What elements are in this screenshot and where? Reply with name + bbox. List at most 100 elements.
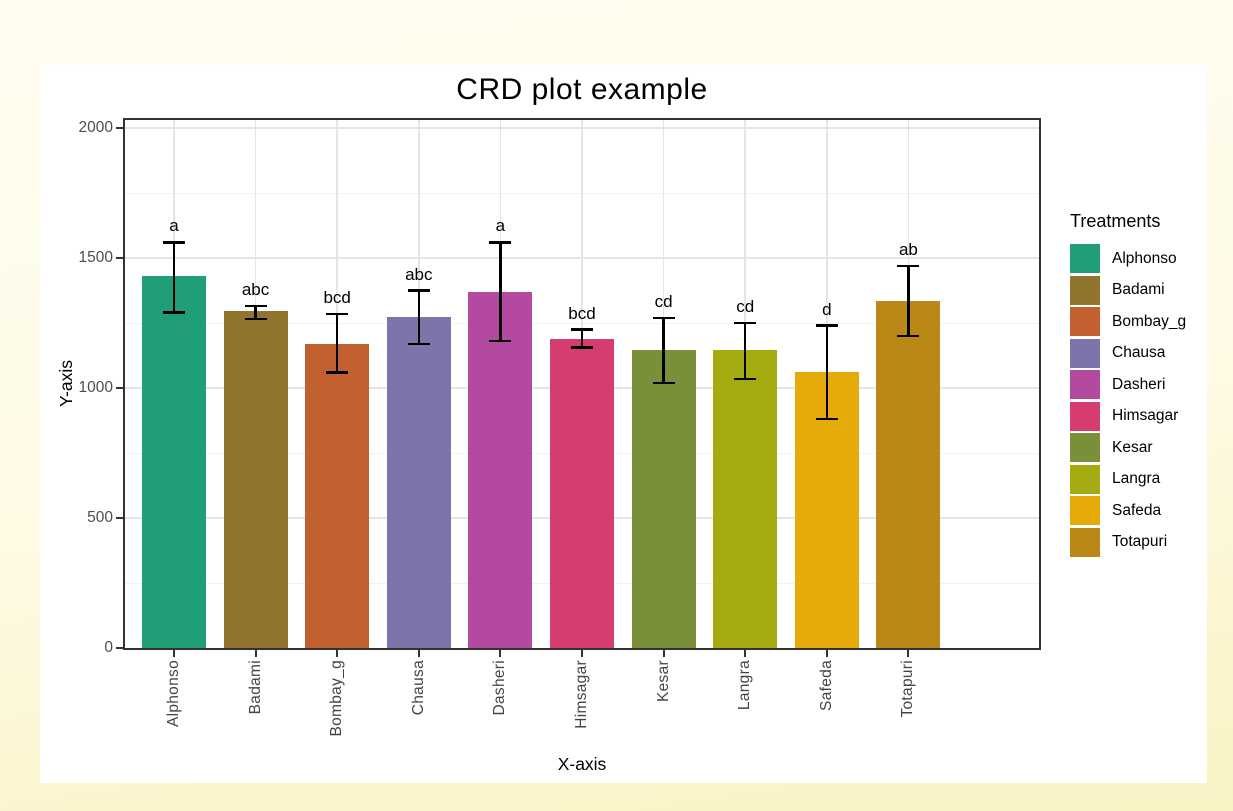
legend-item-label: Chausa	[1112, 344, 1166, 361]
error-bar-cap	[244, 317, 267, 321]
legend-key-swatch	[1070, 307, 1100, 336]
legend-key-swatch	[1070, 244, 1100, 273]
y-axis-tick-label: 1500	[78, 249, 113, 266]
legend-items: Alphonso Badami Bombay_g Chausa Dasheri Himsa…	[1070, 244, 1186, 557]
legend-item-label: Badami	[1112, 281, 1165, 298]
error-bar	[580, 329, 584, 348]
x-axis-title: X-axis	[557, 754, 607, 774]
legend-key-swatch	[1070, 433, 1100, 462]
legend-key-swatch	[1070, 527, 1100, 557]
chart-title: CRD plot example	[456, 73, 708, 106]
legend-item-totapuri: Totapuri	[1070, 527, 1186, 557]
error-bar-cap	[489, 339, 512, 343]
legend-item-chausa: Chausa	[1070, 338, 1186, 368]
y-axis-tick	[116, 517, 123, 519]
x-axis-tick-label: Himsagar	[573, 660, 590, 729]
error-bar	[335, 313, 339, 373]
legend-key-swatch	[1070, 401, 1100, 431]
y-axis-tick	[116, 127, 123, 129]
x-axis-tick-label: Bombay_g	[328, 660, 346, 737]
x-axis-tick-label: Langra	[736, 660, 754, 711]
y-axis-title: Y-axis	[55, 360, 76, 408]
bar-badami	[223, 311, 288, 648]
error-bar-cap	[489, 241, 512, 244]
error-bar-cap	[897, 334, 920, 338]
bar-himsagar	[550, 338, 614, 648]
significance-letter: bcd	[323, 287, 351, 307]
significance-letter: d	[822, 299, 832, 319]
y-axis-tick-label: 1000	[78, 379, 113, 396]
legend-title: Treatments	[1070, 211, 1161, 231]
error-bar-cap	[407, 342, 430, 346]
significance-letter: abc	[405, 264, 433, 284]
error-bar-cap	[162, 311, 185, 314]
error-bar-cap	[734, 377, 757, 381]
plot-panel: a abc bcd abc a bcd cd cd d ab	[123, 118, 1041, 650]
error-bar-cap	[734, 321, 757, 325]
significance-letter: cd	[736, 297, 755, 316]
legend-item-label: Himsagar	[1112, 407, 1179, 424]
significance-letter: a	[495, 216, 506, 236]
x-axis-tick-label: Kesar	[654, 660, 672, 702]
significance-letter: a	[169, 216, 179, 236]
legend-item-label: Dasheri	[1112, 375, 1166, 393]
error-bar-cap	[897, 264, 920, 268]
error-bar-cap	[815, 324, 838, 327]
x-axis-tick-label: Totapuri	[899, 660, 917, 718]
x-axis-tick	[825, 650, 828, 657]
error-bar-cap	[815, 417, 838, 421]
error-bar-cap	[571, 346, 593, 349]
legend-key-swatch	[1070, 370, 1100, 399]
legend-item-langra: Langra	[1070, 464, 1186, 494]
error-bar-cap	[244, 304, 267, 308]
error-bar-cap	[162, 241, 185, 244]
x-axis-tick-label: Safeda	[817, 660, 835, 711]
bar-totapuri	[876, 300, 941, 648]
error-bar	[499, 242, 502, 342]
x-axis-tick-label: Badami	[246, 660, 264, 715]
legend-key-swatch	[1070, 496, 1100, 525]
legend-item-label: Langra	[1112, 470, 1161, 487]
y-axis-tick	[116, 647, 123, 649]
bar-bombay_g	[305, 343, 370, 648]
x-axis-tick-label: Dasheri	[491, 660, 509, 716]
x-axis-tick	[254, 650, 257, 657]
error-bar	[254, 306, 257, 320]
error-bar-cap	[326, 371, 349, 374]
legend-item-badami: Badami	[1070, 275, 1186, 305]
error-bar-cap	[652, 381, 675, 385]
legend: Treatments Alphonso Badami Bombay_g Chausa D…	[1070, 211, 1186, 559]
bar-chausa	[386, 316, 451, 648]
x-axis-tick	[581, 650, 583, 657]
error-bar	[417, 290, 421, 344]
legend-key-swatch	[1070, 464, 1100, 494]
legend-item-label: Bombay_g	[1112, 312, 1187, 330]
legend-item-bombay_g: Bombay_g	[1070, 307, 1186, 336]
x-axis-tick-label: Chausa	[409, 660, 427, 716]
legend-item-alphonso: Alphonso	[1070, 244, 1186, 273]
error-bar-cap	[407, 289, 430, 292]
x-axis-tick	[172, 650, 175, 657]
x-axis-tick	[907, 650, 910, 657]
y-axis-tick-label: 2000	[78, 119, 113, 136]
x-axis-tick	[499, 650, 502, 657]
legend-item-label: Kesar	[1112, 438, 1153, 456]
x-axis-tick	[662, 650, 665, 657]
significance-letter: cd	[654, 291, 673, 311]
legend-item-label: Totapuri	[1112, 533, 1168, 550]
bar-langra	[713, 350, 778, 648]
error-bar-cap	[652, 316, 675, 320]
error-bar	[825, 325, 829, 420]
bar-kesar	[631, 350, 696, 648]
error-bar	[172, 242, 176, 313]
legend-item-label: Safeda	[1112, 501, 1162, 519]
error-bar-cap	[571, 328, 593, 331]
legend-item-himsagar: Himsagar	[1070, 401, 1186, 431]
legend-item-kesar: Kesar	[1070, 433, 1186, 462]
plot-card: CRD plot example a abc bcd abc a bcd cd cd d ab 0…	[40, 65, 1207, 783]
error-bar	[743, 323, 747, 379]
error-bar-cap	[326, 312, 349, 316]
x-axis-tick	[336, 650, 339, 657]
x-axis-tick	[417, 650, 420, 657]
